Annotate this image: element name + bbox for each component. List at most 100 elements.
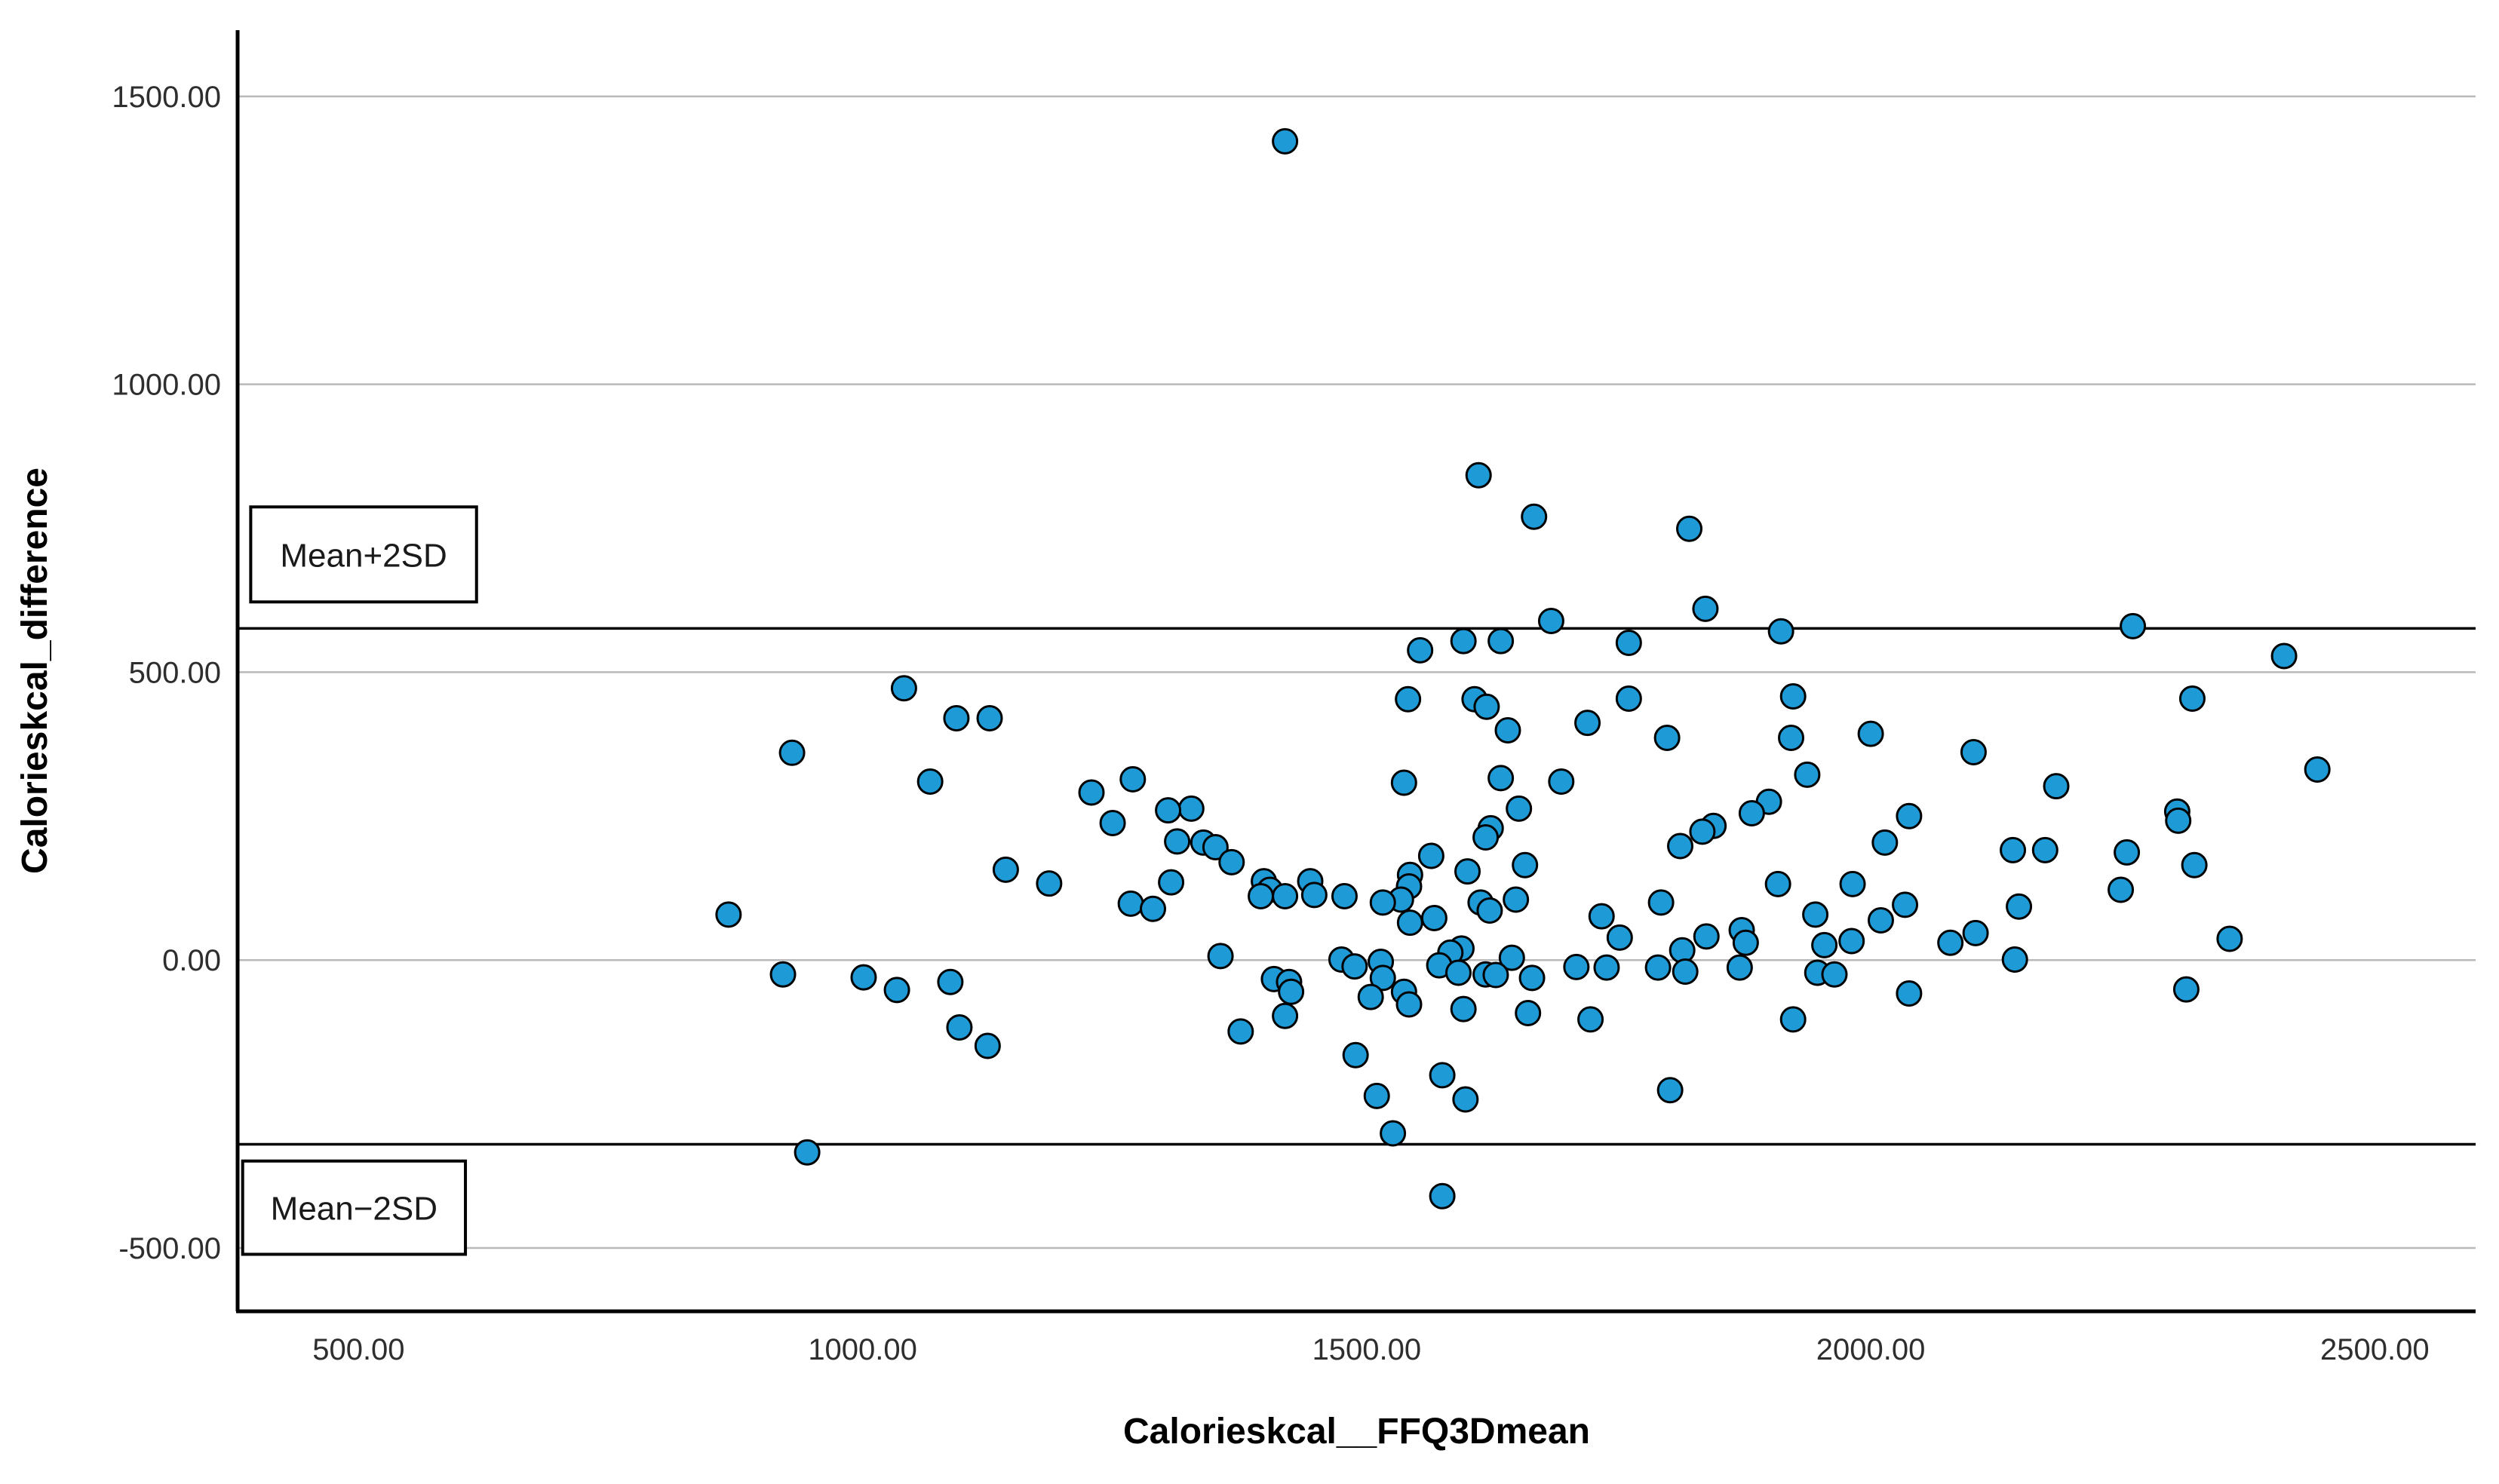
- x-tick-label: 2000.00: [1816, 1333, 1926, 1366]
- data-point: [1119, 765, 1147, 793]
- data-point: [1960, 739, 1987, 766]
- reference-line-label-box: [249, 505, 478, 604]
- data-point: [1420, 904, 1448, 931]
- data-point: [1429, 1182, 1456, 1210]
- data-point: [946, 1014, 973, 1041]
- data-point: [2108, 876, 2135, 903]
- data-point: [2043, 773, 2070, 800]
- data-point: [1689, 818, 1716, 845]
- data-point: [1498, 944, 1525, 971]
- data-point: [1563, 953, 1590, 980]
- data-point: [1672, 958, 1699, 985]
- data-point: [2178, 685, 2206, 713]
- data-point: [1521, 503, 1548, 530]
- data-point: [1454, 858, 1481, 885]
- data-point: [1574, 710, 1601, 737]
- data-point: [1331, 882, 1358, 909]
- x-tick-label: 1500.00: [1312, 1333, 1422, 1366]
- data-point: [1369, 889, 1396, 916]
- data-point: [715, 901, 742, 928]
- y-tick-label: 500.00: [129, 656, 221, 689]
- data-point: [1390, 769, 1417, 796]
- data-point: [794, 1139, 821, 1166]
- data-point: [1417, 842, 1444, 869]
- y-tick-label: 1500.00: [112, 81, 221, 114]
- data-point: [2181, 851, 2208, 878]
- data-point: [1548, 768, 1575, 795]
- data-point: [1867, 907, 1894, 934]
- data-point: [1794, 761, 1821, 788]
- data-point: [1380, 1120, 1407, 1147]
- data-point: [1155, 797, 1182, 824]
- data-point: [2120, 612, 2147, 639]
- data-point: [1487, 627, 1515, 655]
- data-point: [1693, 923, 1720, 950]
- data-point: [1962, 919, 1989, 946]
- data-point: [1452, 1086, 1479, 1113]
- data-point: [1140, 895, 1167, 922]
- data-point: [1857, 720, 1884, 747]
- data-point: [1732, 929, 1759, 956]
- data-point: [1227, 1018, 1254, 1045]
- data-point: [2031, 836, 2058, 863]
- data-points-layer: [715, 127, 2331, 1210]
- data-point: [1341, 953, 1368, 980]
- data-point: [1537, 607, 1564, 634]
- data-point: [1342, 1041, 1369, 1069]
- data-point: [1363, 1082, 1390, 1109]
- annotation-layer: Mean+2SD Mean−2SD: [241, 505, 478, 1256]
- gridline-layer: [238, 95, 2476, 1249]
- data-point: [1207, 943, 1234, 970]
- data-point: [976, 704, 1003, 731]
- data-point: [1506, 795, 1533, 822]
- data-point: [1482, 961, 1509, 989]
- data-point: [1588, 903, 1615, 930]
- data-point: [890, 675, 917, 702]
- data-point: [1444, 959, 1472, 986]
- x-tick-label: 2500.00: [2320, 1333, 2430, 1366]
- data-point: [1218, 848, 1245, 875]
- data-point: [2172, 976, 2200, 1003]
- data-point: [937, 968, 964, 995]
- data-point: [2270, 642, 2298, 670]
- data-point: [1450, 627, 1477, 655]
- data-point: [1396, 909, 1423, 937]
- data-point: [1272, 882, 1299, 909]
- data-point: [1494, 717, 1521, 744]
- x-tick-label: 1000.00: [808, 1333, 917, 1366]
- data-point: [1164, 828, 1191, 855]
- data-point: [1577, 1006, 1604, 1033]
- data-point: [1656, 1077, 1684, 1104]
- y-tick-label: 0.00: [162, 944, 221, 977]
- data-point: [1272, 1002, 1299, 1029]
- data-point: [1593, 954, 1620, 981]
- data-point: [1615, 629, 1642, 656]
- data-point: [1248, 882, 1275, 909]
- data-point: [1117, 890, 1144, 917]
- data-point: [1669, 937, 1696, 964]
- data-point: [1653, 724, 1681, 751]
- data-point: [943, 704, 970, 731]
- data-point: [1078, 779, 1105, 806]
- data-point: [1395, 685, 1422, 713]
- reference-line-layer: [238, 627, 2476, 1146]
- data-point: [1472, 824, 1500, 851]
- data-point: [2000, 836, 2027, 863]
- data-point: [1937, 929, 1964, 956]
- data-point: [1202, 834, 1229, 861]
- data-point: [1300, 882, 1328, 909]
- data-point: [769, 961, 797, 988]
- data-point: [1667, 832, 1694, 860]
- data-point: [916, 768, 944, 795]
- data-point: [974, 1032, 1001, 1059]
- data-point: [2114, 839, 2141, 866]
- x-axis-title: Calorieskcal__FFQ3Dmean: [1123, 1412, 1590, 1452]
- data-point: [1764, 870, 1791, 897]
- data-point: [1892, 891, 1919, 918]
- y-tick-label: -500.00: [118, 1232, 221, 1265]
- data-point: [1158, 869, 1185, 896]
- data-point: [1473, 693, 1500, 720]
- data-point: [1407, 636, 1434, 664]
- axis-layer: [235, 30, 2476, 1314]
- data-point: [1738, 799, 1765, 826]
